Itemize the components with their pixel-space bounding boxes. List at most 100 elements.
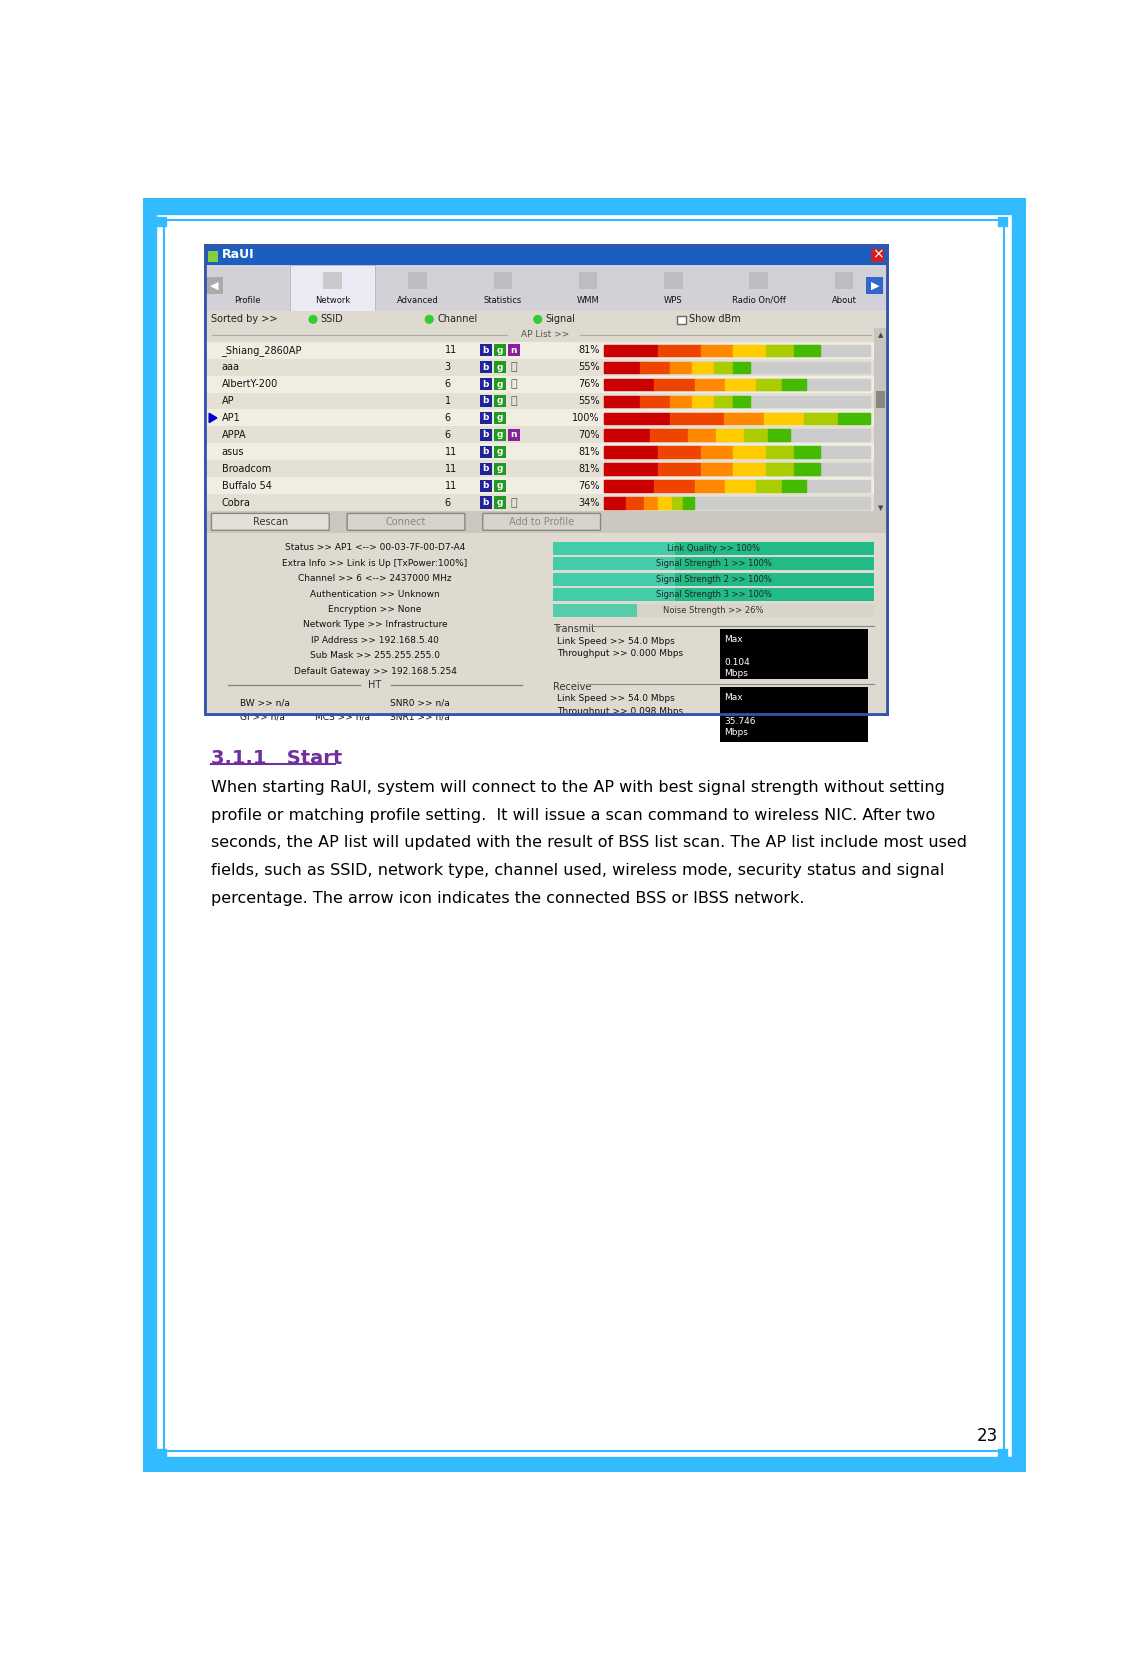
Text: AP1: AP1 bbox=[221, 414, 241, 423]
Text: 35.746: 35.746 bbox=[724, 718, 756, 726]
Text: Link Speed >> 54.0 Mbps: Link Speed >> 54.0 Mbps bbox=[557, 637, 675, 645]
Text: 11: 11 bbox=[445, 481, 457, 491]
Bar bbox=[626, 498, 644, 509]
Text: b: b bbox=[482, 447, 489, 457]
Bar bbox=[494, 344, 506, 356]
Bar bbox=[553, 543, 675, 556]
Bar bbox=[838, 412, 870, 423]
Bar bbox=[494, 463, 506, 475]
Bar bbox=[603, 498, 626, 509]
Text: Transmit: Transmit bbox=[553, 624, 595, 633]
Text: Max: Max bbox=[724, 635, 742, 643]
Text: profile or matching profile setting.  It will issue a scan command to wireless N: profile or matching profile setting. It … bbox=[211, 807, 935, 822]
Bar bbox=[553, 572, 874, 586]
Bar bbox=[743, 430, 768, 442]
Text: ⚿: ⚿ bbox=[511, 379, 518, 389]
Bar bbox=[766, 344, 793, 356]
Text: g: g bbox=[497, 447, 503, 457]
Bar bbox=[494, 480, 506, 491]
Bar bbox=[871, 248, 885, 263]
Text: g: g bbox=[497, 346, 503, 354]
Bar bbox=[669, 395, 692, 407]
Text: ◀: ◀ bbox=[210, 281, 219, 291]
Text: percentage. The arrow icon indicates the connected BSS or IBSS network.: percentage. The arrow icon indicates the… bbox=[211, 892, 804, 906]
Bar bbox=[204, 478, 874, 495]
Bar bbox=[507, 428, 520, 442]
Bar bbox=[553, 604, 874, 617]
Bar bbox=[714, 362, 733, 374]
Text: Signal Strength 2 >> 100%: Signal Strength 2 >> 100% bbox=[656, 574, 772, 584]
Bar bbox=[603, 344, 870, 356]
Bar bbox=[874, 327, 887, 511]
Bar bbox=[553, 572, 675, 586]
Bar bbox=[749, 273, 768, 289]
Text: Advanced: Advanced bbox=[397, 296, 439, 304]
Bar bbox=[654, 379, 694, 390]
Text: Mbps: Mbps bbox=[724, 728, 748, 738]
Bar bbox=[766, 447, 793, 458]
Bar bbox=[603, 395, 641, 407]
Text: seconds, the AP list will updated with the result of BSS list scan. The AP list : seconds, the AP list will updated with t… bbox=[211, 835, 967, 850]
Bar bbox=[204, 392, 874, 410]
Bar bbox=[603, 395, 870, 407]
Bar bbox=[494, 445, 506, 458]
Text: Extra Info >> Link is Up [TxPower:100%]: Extra Info >> Link is Up [TxPower:100%] bbox=[283, 559, 467, 567]
Text: 70%: 70% bbox=[578, 430, 600, 440]
Text: ▶: ▶ bbox=[871, 281, 879, 291]
Text: Network Type >> Infrastructure: Network Type >> Infrastructure bbox=[303, 620, 447, 630]
Bar bbox=[603, 498, 870, 509]
FancyBboxPatch shape bbox=[482, 513, 601, 531]
Bar bbox=[579, 273, 597, 289]
Text: g: g bbox=[497, 481, 503, 490]
Bar bbox=[207, 251, 219, 261]
Bar bbox=[480, 361, 492, 374]
Text: b: b bbox=[482, 346, 489, 354]
Bar bbox=[804, 412, 838, 423]
Text: Sorted by >>: Sorted by >> bbox=[211, 314, 277, 324]
Bar bbox=[793, 344, 820, 356]
Bar bbox=[1012, 198, 1026, 1472]
Bar bbox=[204, 265, 887, 311]
Bar bbox=[142, 1457, 1026, 1472]
Bar bbox=[782, 379, 806, 390]
Text: _Shiang_2860AP: _Shiang_2860AP bbox=[221, 344, 302, 356]
Text: g: g bbox=[497, 498, 503, 508]
Text: fields, such as SSID, network type, channel used, wireless mode, security status: fields, such as SSID, network type, chan… bbox=[211, 863, 944, 878]
Bar bbox=[701, 463, 733, 475]
Bar bbox=[480, 395, 492, 407]
Text: Signal: Signal bbox=[546, 314, 576, 324]
Text: Broadcom: Broadcom bbox=[221, 463, 271, 473]
Bar bbox=[603, 447, 658, 458]
Bar bbox=[204, 410, 874, 427]
Bar bbox=[766, 463, 793, 475]
Text: Throughput >> 0.000 Mbps: Throughput >> 0.000 Mbps bbox=[557, 648, 683, 658]
Bar bbox=[694, 480, 725, 491]
Bar bbox=[641, 362, 669, 374]
Bar bbox=[204, 327, 874, 342]
Bar bbox=[494, 377, 506, 390]
Text: Link Speed >> 54.0 Mbps: Link Speed >> 54.0 Mbps bbox=[557, 695, 675, 703]
Text: g: g bbox=[497, 430, 503, 440]
Text: AP: AP bbox=[221, 395, 234, 405]
Text: Profile: Profile bbox=[234, 296, 260, 304]
Bar bbox=[716, 430, 743, 442]
Bar bbox=[156, 1449, 165, 1459]
Bar bbox=[692, 362, 714, 374]
Bar bbox=[480, 377, 492, 390]
Text: Mbps: Mbps bbox=[724, 668, 748, 678]
Bar bbox=[142, 198, 1026, 213]
Text: Sub Mask >> 255.255.255.0: Sub Mask >> 255.255.255.0 bbox=[310, 652, 440, 660]
Bar bbox=[658, 463, 701, 475]
Text: b: b bbox=[482, 397, 489, 405]
Bar bbox=[687, 430, 716, 442]
Text: Network: Network bbox=[315, 296, 350, 304]
Bar bbox=[782, 480, 806, 491]
Bar bbox=[553, 557, 675, 571]
Text: IP Address >> 192.168.5.40: IP Address >> 192.168.5.40 bbox=[311, 635, 439, 645]
Bar bbox=[494, 273, 512, 289]
Bar bbox=[793, 447, 820, 458]
Bar bbox=[204, 533, 887, 715]
Text: WMM: WMM bbox=[577, 296, 600, 304]
Bar bbox=[720, 686, 868, 743]
Bar bbox=[142, 198, 156, 1472]
